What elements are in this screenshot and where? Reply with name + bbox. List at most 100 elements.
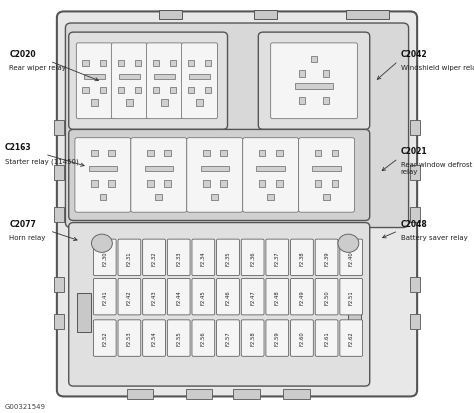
FancyBboxPatch shape — [69, 223, 370, 386]
Text: F2.33: F2.33 — [176, 250, 181, 265]
Bar — [108, 151, 115, 157]
Bar — [82, 60, 89, 67]
Bar — [100, 88, 106, 94]
Bar — [205, 88, 211, 94]
FancyBboxPatch shape — [291, 279, 313, 315]
Bar — [315, 181, 321, 187]
Bar — [203, 151, 210, 157]
FancyBboxPatch shape — [266, 320, 289, 356]
Text: F2.34: F2.34 — [201, 250, 206, 265]
FancyBboxPatch shape — [299, 138, 355, 213]
Text: F2.59: F2.59 — [275, 331, 280, 346]
FancyBboxPatch shape — [217, 240, 239, 276]
Bar — [188, 88, 194, 94]
Bar — [311, 56, 318, 63]
Bar — [147, 181, 154, 187]
Bar — [84, 74, 105, 79]
FancyBboxPatch shape — [187, 138, 243, 213]
Bar — [201, 166, 229, 171]
Text: C2048: C2048 — [401, 219, 427, 228]
Bar — [91, 181, 98, 187]
Bar — [299, 71, 306, 78]
Text: C2163: C2163 — [5, 143, 31, 152]
FancyBboxPatch shape — [118, 240, 141, 276]
FancyBboxPatch shape — [315, 240, 338, 276]
FancyBboxPatch shape — [167, 320, 190, 356]
Bar — [312, 166, 341, 171]
Text: F2.45: F2.45 — [201, 290, 206, 304]
Text: Rear window defrost
relay: Rear window defrost relay — [401, 162, 472, 175]
Bar — [256, 166, 285, 171]
Bar — [119, 74, 140, 79]
Text: F2.32: F2.32 — [152, 250, 156, 265]
Text: F2.58: F2.58 — [250, 331, 255, 346]
Bar — [259, 151, 265, 157]
Bar — [186, 389, 212, 399]
Bar — [295, 84, 333, 90]
Bar — [153, 60, 159, 67]
Text: F2.55: F2.55 — [176, 331, 181, 346]
FancyBboxPatch shape — [167, 240, 190, 276]
Text: F2.38: F2.38 — [300, 250, 304, 265]
FancyBboxPatch shape — [241, 279, 264, 315]
Text: F2.48: F2.48 — [275, 290, 280, 304]
FancyBboxPatch shape — [69, 130, 370, 221]
FancyBboxPatch shape — [266, 279, 289, 315]
Text: F2.54: F2.54 — [152, 331, 156, 346]
FancyBboxPatch shape — [192, 240, 215, 276]
Bar — [164, 151, 171, 157]
Bar — [89, 166, 117, 171]
Bar — [82, 88, 89, 94]
Bar — [127, 389, 153, 399]
Text: F2.49: F2.49 — [300, 290, 304, 304]
Text: F2.36: F2.36 — [250, 250, 255, 265]
Text: F2.60: F2.60 — [300, 331, 304, 346]
Text: C2077: C2077 — [9, 219, 36, 228]
Text: F2.37: F2.37 — [275, 250, 280, 265]
Bar — [299, 98, 306, 104]
FancyBboxPatch shape — [243, 138, 299, 213]
Text: F2.46: F2.46 — [226, 290, 230, 304]
Bar — [159, 11, 182, 20]
FancyBboxPatch shape — [143, 320, 165, 356]
Bar — [410, 207, 420, 222]
FancyBboxPatch shape — [118, 320, 141, 356]
Bar — [410, 315, 420, 330]
Bar — [77, 293, 91, 332]
Text: F2.47: F2.47 — [250, 290, 255, 304]
Text: F2.52: F2.52 — [102, 331, 107, 346]
Bar — [323, 194, 330, 200]
FancyBboxPatch shape — [315, 320, 338, 356]
Bar — [196, 100, 203, 107]
Bar — [147, 151, 154, 157]
Bar — [145, 166, 173, 171]
Bar — [170, 88, 176, 94]
Bar — [91, 151, 98, 157]
Text: F2.57: F2.57 — [226, 331, 230, 346]
Bar — [315, 151, 321, 157]
Text: F2.43: F2.43 — [152, 290, 156, 304]
FancyBboxPatch shape — [131, 138, 187, 213]
Text: F2.51: F2.51 — [349, 290, 354, 304]
Bar — [54, 166, 64, 181]
Bar — [100, 60, 106, 67]
Text: F2.53: F2.53 — [127, 331, 132, 346]
Bar — [348, 293, 361, 332]
Bar — [153, 88, 159, 94]
FancyBboxPatch shape — [57, 12, 417, 396]
Bar — [170, 60, 176, 67]
Bar — [332, 151, 338, 157]
FancyBboxPatch shape — [93, 320, 116, 356]
Text: F2.40: F2.40 — [349, 250, 354, 265]
FancyBboxPatch shape — [271, 44, 357, 119]
Bar — [410, 166, 420, 181]
Text: F2.61: F2.61 — [324, 331, 329, 346]
Bar — [161, 100, 168, 107]
Text: G00321549: G00321549 — [5, 403, 46, 409]
Bar — [54, 315, 64, 330]
Bar — [283, 389, 310, 399]
FancyBboxPatch shape — [93, 279, 116, 315]
FancyBboxPatch shape — [182, 44, 218, 119]
Text: F2.39: F2.39 — [324, 250, 329, 265]
FancyBboxPatch shape — [146, 44, 182, 119]
